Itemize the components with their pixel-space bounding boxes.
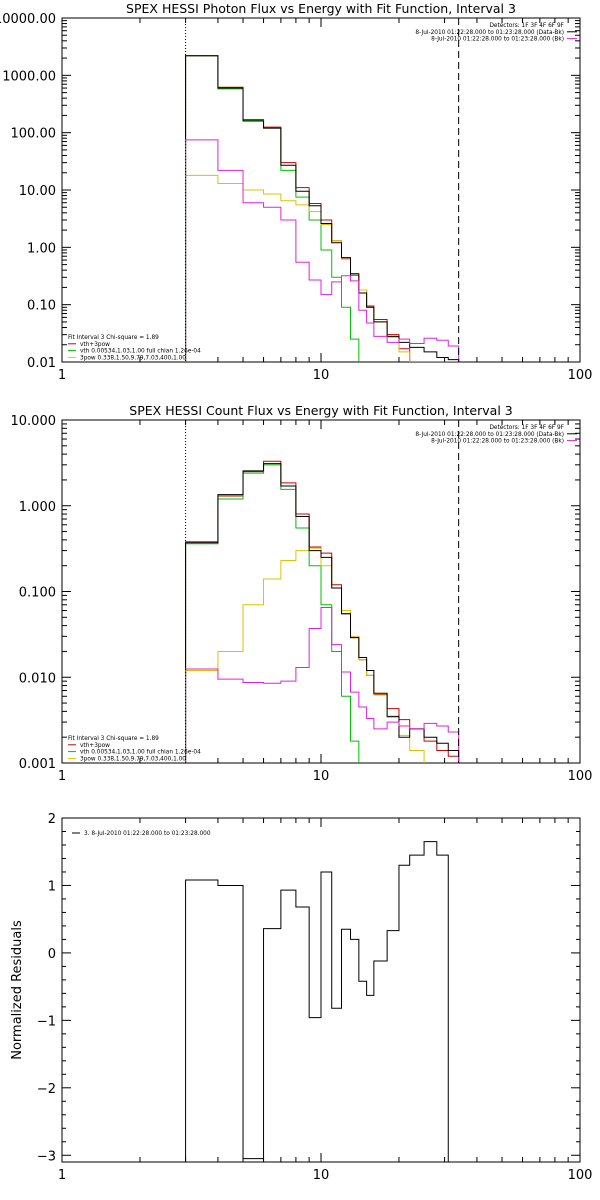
- x-tick-label: 1: [58, 368, 66, 383]
- chart-2: SPEX HESSI Count Flux vs Energy with Fit…: [11, 403, 593, 784]
- plot-frame: [61, 17, 581, 363]
- series-residuals: [185, 841, 459, 1162]
- series-total: [185, 55, 459, 362]
- series-background: [185, 607, 460, 763]
- y-axis-label: Normalized Residuals: [10, 920, 25, 1060]
- y-tick-label: 0.01: [27, 356, 56, 371]
- series-group: [185, 55, 460, 362]
- legend-bottom-left-entry: vth+3pow: [80, 342, 110, 348]
- legend-bottom-left-entry: 3pow 0.338,1.50,9.79,7.03,400,1.00: [80, 756, 186, 762]
- x-tick-label: 10: [313, 368, 330, 383]
- y-tick-label: 1.00: [27, 241, 56, 256]
- x-tick-label: 10: [313, 1168, 330, 1183]
- legend-top-right-entry: 8-Jul-2010 01:22:28.000 to 01:23:28.000 …: [431, 37, 564, 43]
- series-background: [185, 139, 460, 362]
- legend-top-right-entry: 8-Jul-2010 01:22:28.000 to 01:23:28.000 …: [415, 30, 564, 36]
- legend-bottom-left: Fit Interval 3 Chi-square = 1.89vth+3pow…: [68, 736, 201, 762]
- x-tick-label: 1: [58, 769, 66, 784]
- x-axis: 1 10 100: [58, 818, 593, 1183]
- x-axis: 1 10 100: [58, 18, 593, 383]
- y-tick-label: 1.000: [19, 500, 56, 515]
- x-tick-label: 10: [313, 769, 330, 784]
- y-tick-label: 0.100: [19, 586, 56, 601]
- series-nonthermal: [185, 547, 460, 763]
- y-tick-label: 0: [48, 947, 56, 962]
- legend-bottom-left: Fit Interval 3 Chi-square = 1.89vth+3pow…: [68, 335, 201, 361]
- y-axis: 0.001 0.010 0.100 1.000 10.000: [11, 414, 580, 772]
- legend-bottom-left-entry: Fit Interval 3 Chi-square = 1.89: [68, 335, 159, 341]
- legend-top-right: Detectors: 1F 3F 4F 6F 9F8-Jul-2010 01:2…: [415, 23, 577, 43]
- legend-bottom-left-entry: vth 0.00534,1.03,1.00 full chian 1.26e-0…: [80, 750, 201, 756]
- y-tick-label: 10.00: [19, 184, 56, 199]
- chart-title: SPEX HESSI Count Flux vs Energy with Fit…: [129, 403, 512, 418]
- y-tick-label: −1: [37, 1014, 56, 1029]
- legend-top-right: Detectors: 1F 3F 4F 6F 9F8-Jul-2010 01:2…: [415, 425, 577, 445]
- x-tick-label: 1: [58, 1168, 66, 1183]
- legend-top-right-entry: 8-Jul-2010 01:22:28.000 to 01:23:28.000 …: [415, 432, 564, 438]
- legend-bottom-left-entry: 3pow 0.338,1.50,9.79,7.03,400,1.00: [80, 355, 186, 361]
- legend-bottom-left-entry: vth 0.00534,1.03,1.00 full chian 1.26e-0…: [80, 349, 201, 355]
- y-tick-label: −2: [37, 1082, 56, 1097]
- y-tick-label: 100.00: [11, 127, 57, 142]
- series-data: [185, 463, 460, 763]
- legend-top-left-entry: 3. 8-Jul-2010 01:22:28.000 to 01:23:28.0…: [84, 831, 211, 837]
- y-tick-label: 1: [48, 879, 56, 894]
- chart-title: SPEX HESSI Photon Flux vs Energy with Fi…: [126, 1, 516, 16]
- legend-bottom-left-entry: Fit Interval 3 Chi-square = 1.89: [68, 736, 159, 742]
- legend-top-right-entry: Detectors: 1F 3F 4F 6F 9F: [489, 425, 564, 431]
- chart-1: SPEX HESSI Photon Flux vs Energy with Fi…: [0, 1, 593, 383]
- y-tick-label: 1000.00: [2, 69, 56, 84]
- legend-bottom-left-entry: vth+3pow: [80, 743, 110, 749]
- legend-top-left: 3. 8-Jul-2010 01:22:28.000 to 01:23:28.0…: [72, 831, 211, 837]
- x-tick-label: 100: [568, 368, 593, 383]
- x-tick-label: 100: [568, 769, 593, 784]
- y-tick-label: 10.000: [11, 414, 57, 429]
- chart-3: 1 10 100 −3 −2 −1 0 1 2 Normalized Residuals 3. 8-…: [10, 812, 592, 1183]
- y-axis: −3 −2 −1 0 1 2: [37, 812, 580, 1164]
- series-group: [185, 841, 459, 1162]
- legend-top-right-entry: Detectors: 1F 3F 4F 6F 9F: [489, 23, 564, 29]
- y-tick-label: 0.010: [19, 671, 56, 686]
- y-tick-label: 0.10: [27, 299, 56, 314]
- legend-top-right-entry: 8-Jul-2010 01:22:28.000 to 01:23:28.000 …: [431, 439, 564, 445]
- series-group: [185, 460, 460, 763]
- series-thermal: [185, 464, 460, 763]
- y-tick-label: 2: [48, 812, 56, 827]
- series-thermal: [185, 55, 460, 362]
- series-data: [185, 55, 460, 362]
- x-tick-label: 100: [568, 1168, 593, 1183]
- y-tick-label: 10000.00: [0, 12, 56, 27]
- y-axis: 0.01 0.10 1.00 10.00 100.00 1000.00 10000.00: [0, 12, 580, 371]
- y-tick-label: 0.001: [19, 757, 56, 772]
- y-tick-label: −3: [37, 1149, 56, 1164]
- x-axis: 1 10 100: [58, 420, 593, 784]
- series-total: [185, 460, 460, 763]
